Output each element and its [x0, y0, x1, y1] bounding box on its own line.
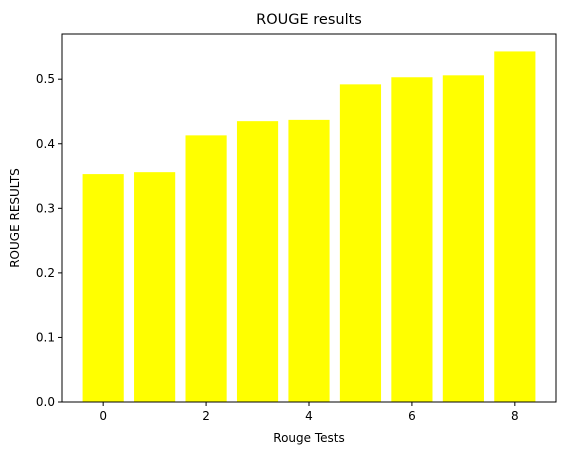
bar-5 [339, 84, 382, 402]
bar-1 [134, 172, 176, 402]
bar-0 [82, 174, 124, 402]
x-axis: 0 2 4 6 8 [99, 402, 519, 423]
x-tick-label: 0 [99, 409, 107, 423]
x-tick-label: 8 [511, 409, 519, 423]
y-tick-label: 0.4 [36, 137, 55, 151]
x-axis-title: Rouge Tests [273, 431, 344, 445]
y-axis-title: ROUGE RESULTS [8, 168, 22, 268]
y-tick-label: 0.0 [36, 395, 55, 409]
y-tick-label: 0.1 [36, 330, 55, 344]
bar-8 [494, 51, 536, 402]
y-tick-label: 0.5 [36, 72, 55, 86]
x-tick-label: 2 [202, 409, 210, 423]
y-tick-label: 0.2 [36, 266, 55, 280]
y-tick-label: 0.3 [36, 201, 55, 215]
bar-7 [442, 75, 484, 402]
chart-title: ROUGE results [256, 12, 362, 28]
bar-6 [391, 77, 433, 403]
bars-group [82, 51, 536, 403]
bar-4 [288, 119, 330, 402]
bar-2 [185, 135, 227, 403]
x-tick-label: 4 [305, 409, 313, 423]
y-axis: 0.0 0.1 0.2 0.3 0.4 0.5 [36, 72, 62, 409]
x-tick-label: 6 [408, 409, 416, 423]
bar-3 [236, 121, 279, 402]
